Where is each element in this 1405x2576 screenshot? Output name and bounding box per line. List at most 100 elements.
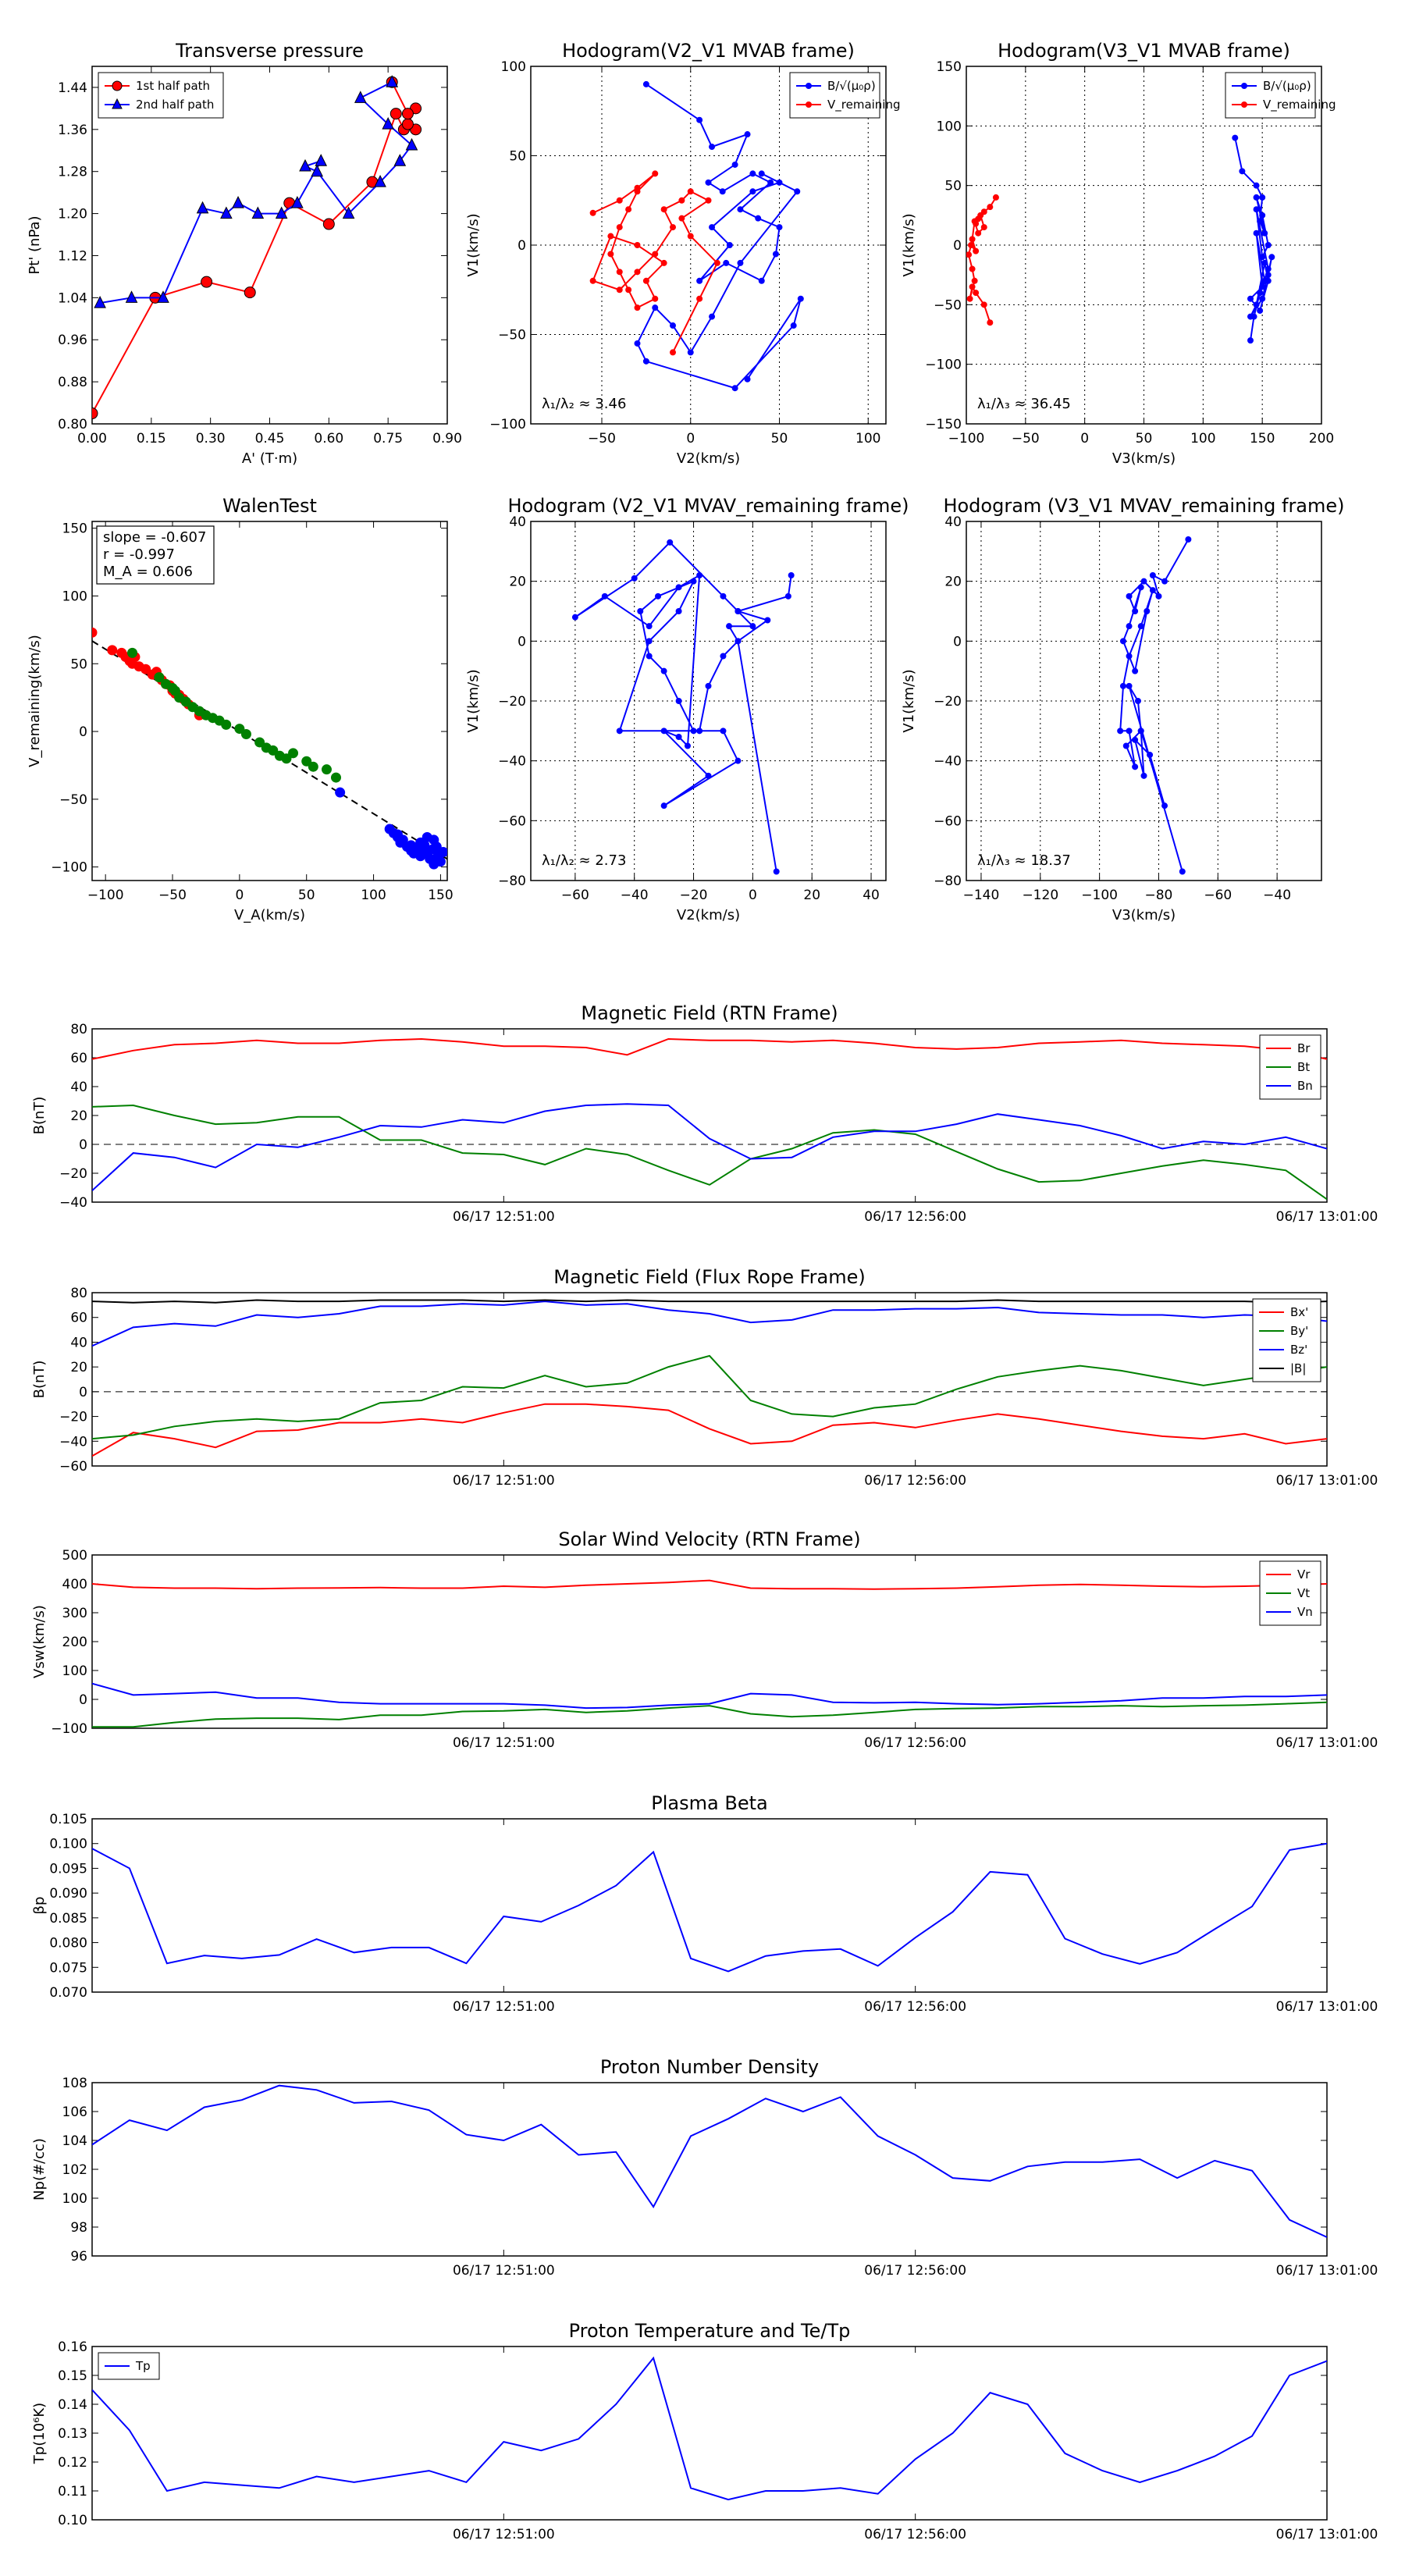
y-tick-label: 106 bbox=[62, 2105, 87, 2120]
data-point bbox=[401, 108, 414, 120]
data-point bbox=[719, 188, 726, 195]
legend-label: By' bbox=[1290, 1324, 1308, 1338]
y-tick-label: −20 bbox=[934, 694, 962, 710]
y-tick-label: 0.80 bbox=[58, 417, 87, 432]
x-tick-label: 0.75 bbox=[373, 431, 403, 447]
data-point bbox=[690, 578, 697, 585]
data-point bbox=[342, 206, 355, 219]
y-tick-label: −100 bbox=[489, 417, 526, 432]
plot-area bbox=[92, 1842, 1327, 1973]
data-point bbox=[696, 116, 703, 123]
x-tick-label: 06/17 13:01:00 bbox=[1276, 2527, 1378, 2542]
x-tick-label: 0.45 bbox=[255, 431, 285, 447]
legend: B/√(μ₀ρ) V_remaining bbox=[1225, 72, 1336, 119]
x-tick-label: 50 bbox=[771, 431, 788, 447]
y-tick-label: 0.88 bbox=[58, 375, 87, 390]
y-tick-label: 100 bbox=[62, 589, 87, 604]
data-point bbox=[975, 229, 982, 237]
data-point bbox=[299, 158, 311, 172]
data-point bbox=[1126, 592, 1133, 600]
data-point bbox=[705, 179, 712, 186]
x-axis-label: V3(km/s) bbox=[1112, 450, 1176, 467]
x-tick-label: 50 bbox=[1136, 431, 1153, 447]
data-point bbox=[735, 608, 742, 614]
y-tick-label: −20 bbox=[498, 694, 526, 710]
data-point bbox=[220, 206, 233, 219]
data-point bbox=[713, 259, 720, 266]
y-tick-label: 0 bbox=[518, 238, 526, 254]
data-point bbox=[634, 188, 641, 195]
data-point bbox=[288, 748, 299, 759]
data-point bbox=[415, 837, 426, 848]
data-point bbox=[1250, 313, 1257, 320]
y-tick-label: −100 bbox=[51, 860, 87, 876]
data-point bbox=[1239, 168, 1246, 175]
y-tick-label: −100 bbox=[925, 358, 962, 373]
plot-area bbox=[1117, 536, 1192, 875]
x-tick-label: −40 bbox=[621, 888, 649, 903]
y-axis-label: Tp(10⁶K) bbox=[31, 2403, 48, 2464]
data-point bbox=[1119, 638, 1126, 645]
data-point bbox=[987, 319, 994, 326]
magnetic_field_flux_rope-panel: −60 −40 −20 0 20 40 60 80 06/17 12:51:00 06/17 12… bbox=[31, 1266, 1378, 1489]
data-point bbox=[1134, 698, 1141, 704]
y-axis-label: B(nT) bbox=[31, 1097, 48, 1135]
y-tick-label: −50 bbox=[59, 792, 87, 808]
ratio-annotation: λ₁/λ₃ ≈ 18.37 bbox=[977, 852, 1071, 869]
data-point bbox=[723, 259, 730, 266]
y-tick-label: 150 bbox=[937, 59, 962, 75]
y-tick-label: −60 bbox=[498, 813, 526, 829]
legend-box bbox=[98, 72, 224, 119]
data-point bbox=[705, 682, 712, 689]
x-tick-label: 0.00 bbox=[77, 431, 107, 447]
series-line-Np bbox=[92, 2084, 1327, 2238]
data-point bbox=[92, 407, 98, 420]
ratio-annotation: λ₁/λ₃ ≈ 36.45 bbox=[977, 396, 1071, 412]
y-axis-label: V1(km/s) bbox=[465, 213, 482, 276]
data-point bbox=[1161, 578, 1168, 585]
x-tick-label: −140 bbox=[963, 888, 1000, 903]
plot-area bbox=[92, 2356, 1327, 2501]
plot-frame bbox=[530, 66, 887, 425]
data-point bbox=[311, 164, 323, 177]
series-line-|B| bbox=[92, 1299, 1327, 1304]
plot-frame bbox=[91, 1028, 1328, 1203]
data-point bbox=[696, 295, 703, 302]
y-axis-label: V1(km/s) bbox=[901, 213, 917, 276]
data-point bbox=[735, 638, 742, 645]
x-tick-label: 0.15 bbox=[137, 431, 166, 447]
data-point bbox=[660, 802, 667, 809]
data-point bbox=[392, 829, 403, 840]
data-point bbox=[374, 175, 386, 187]
ratio-annotation: λ₁/λ₂ ≈ 2.73 bbox=[542, 852, 626, 869]
data-point bbox=[125, 290, 138, 303]
y-tick-label: 0.095 bbox=[49, 1861, 87, 1877]
x-tick-label: 200 bbox=[1309, 431, 1334, 447]
data-point bbox=[670, 224, 676, 231]
legend-label: B/√(μ₀ρ) bbox=[827, 79, 876, 93]
legend: Bx' By' Bz' |B| bbox=[1252, 1298, 1321, 1382]
legend-box bbox=[789, 72, 880, 119]
y-axis-label: B(nT) bbox=[31, 1361, 48, 1399]
plasma_beta-panel: 0.070 0.075 0.080 0.085 0.090 0.095 0.100 0.105… bbox=[31, 1792, 1378, 2015]
data-point bbox=[690, 728, 697, 735]
data-point bbox=[438, 847, 447, 858]
y-tick-label: 0.075 bbox=[49, 1960, 87, 1976]
plot-area bbox=[92, 1037, 1327, 1201]
y-tick-label: 0 bbox=[79, 724, 87, 740]
data-point bbox=[1122, 742, 1129, 749]
legend-box bbox=[1252, 1298, 1321, 1382]
chart-title: WalenTest bbox=[222, 495, 317, 517]
data-point bbox=[652, 251, 659, 258]
data-point bbox=[1257, 218, 1264, 225]
y-tick-label: 100 bbox=[62, 1663, 87, 1679]
y-tick-label: 100 bbox=[937, 119, 962, 134]
chart-title: Solar Wind Velocity (RTN Frame) bbox=[558, 1528, 860, 1550]
data-point bbox=[1126, 728, 1133, 735]
series-line-Bx' bbox=[92, 1403, 1327, 1457]
legend: Tp bbox=[98, 2352, 160, 2380]
data-point bbox=[92, 627, 98, 638]
data-point bbox=[1149, 572, 1156, 578]
y-tick-label: 1.28 bbox=[58, 165, 87, 180]
